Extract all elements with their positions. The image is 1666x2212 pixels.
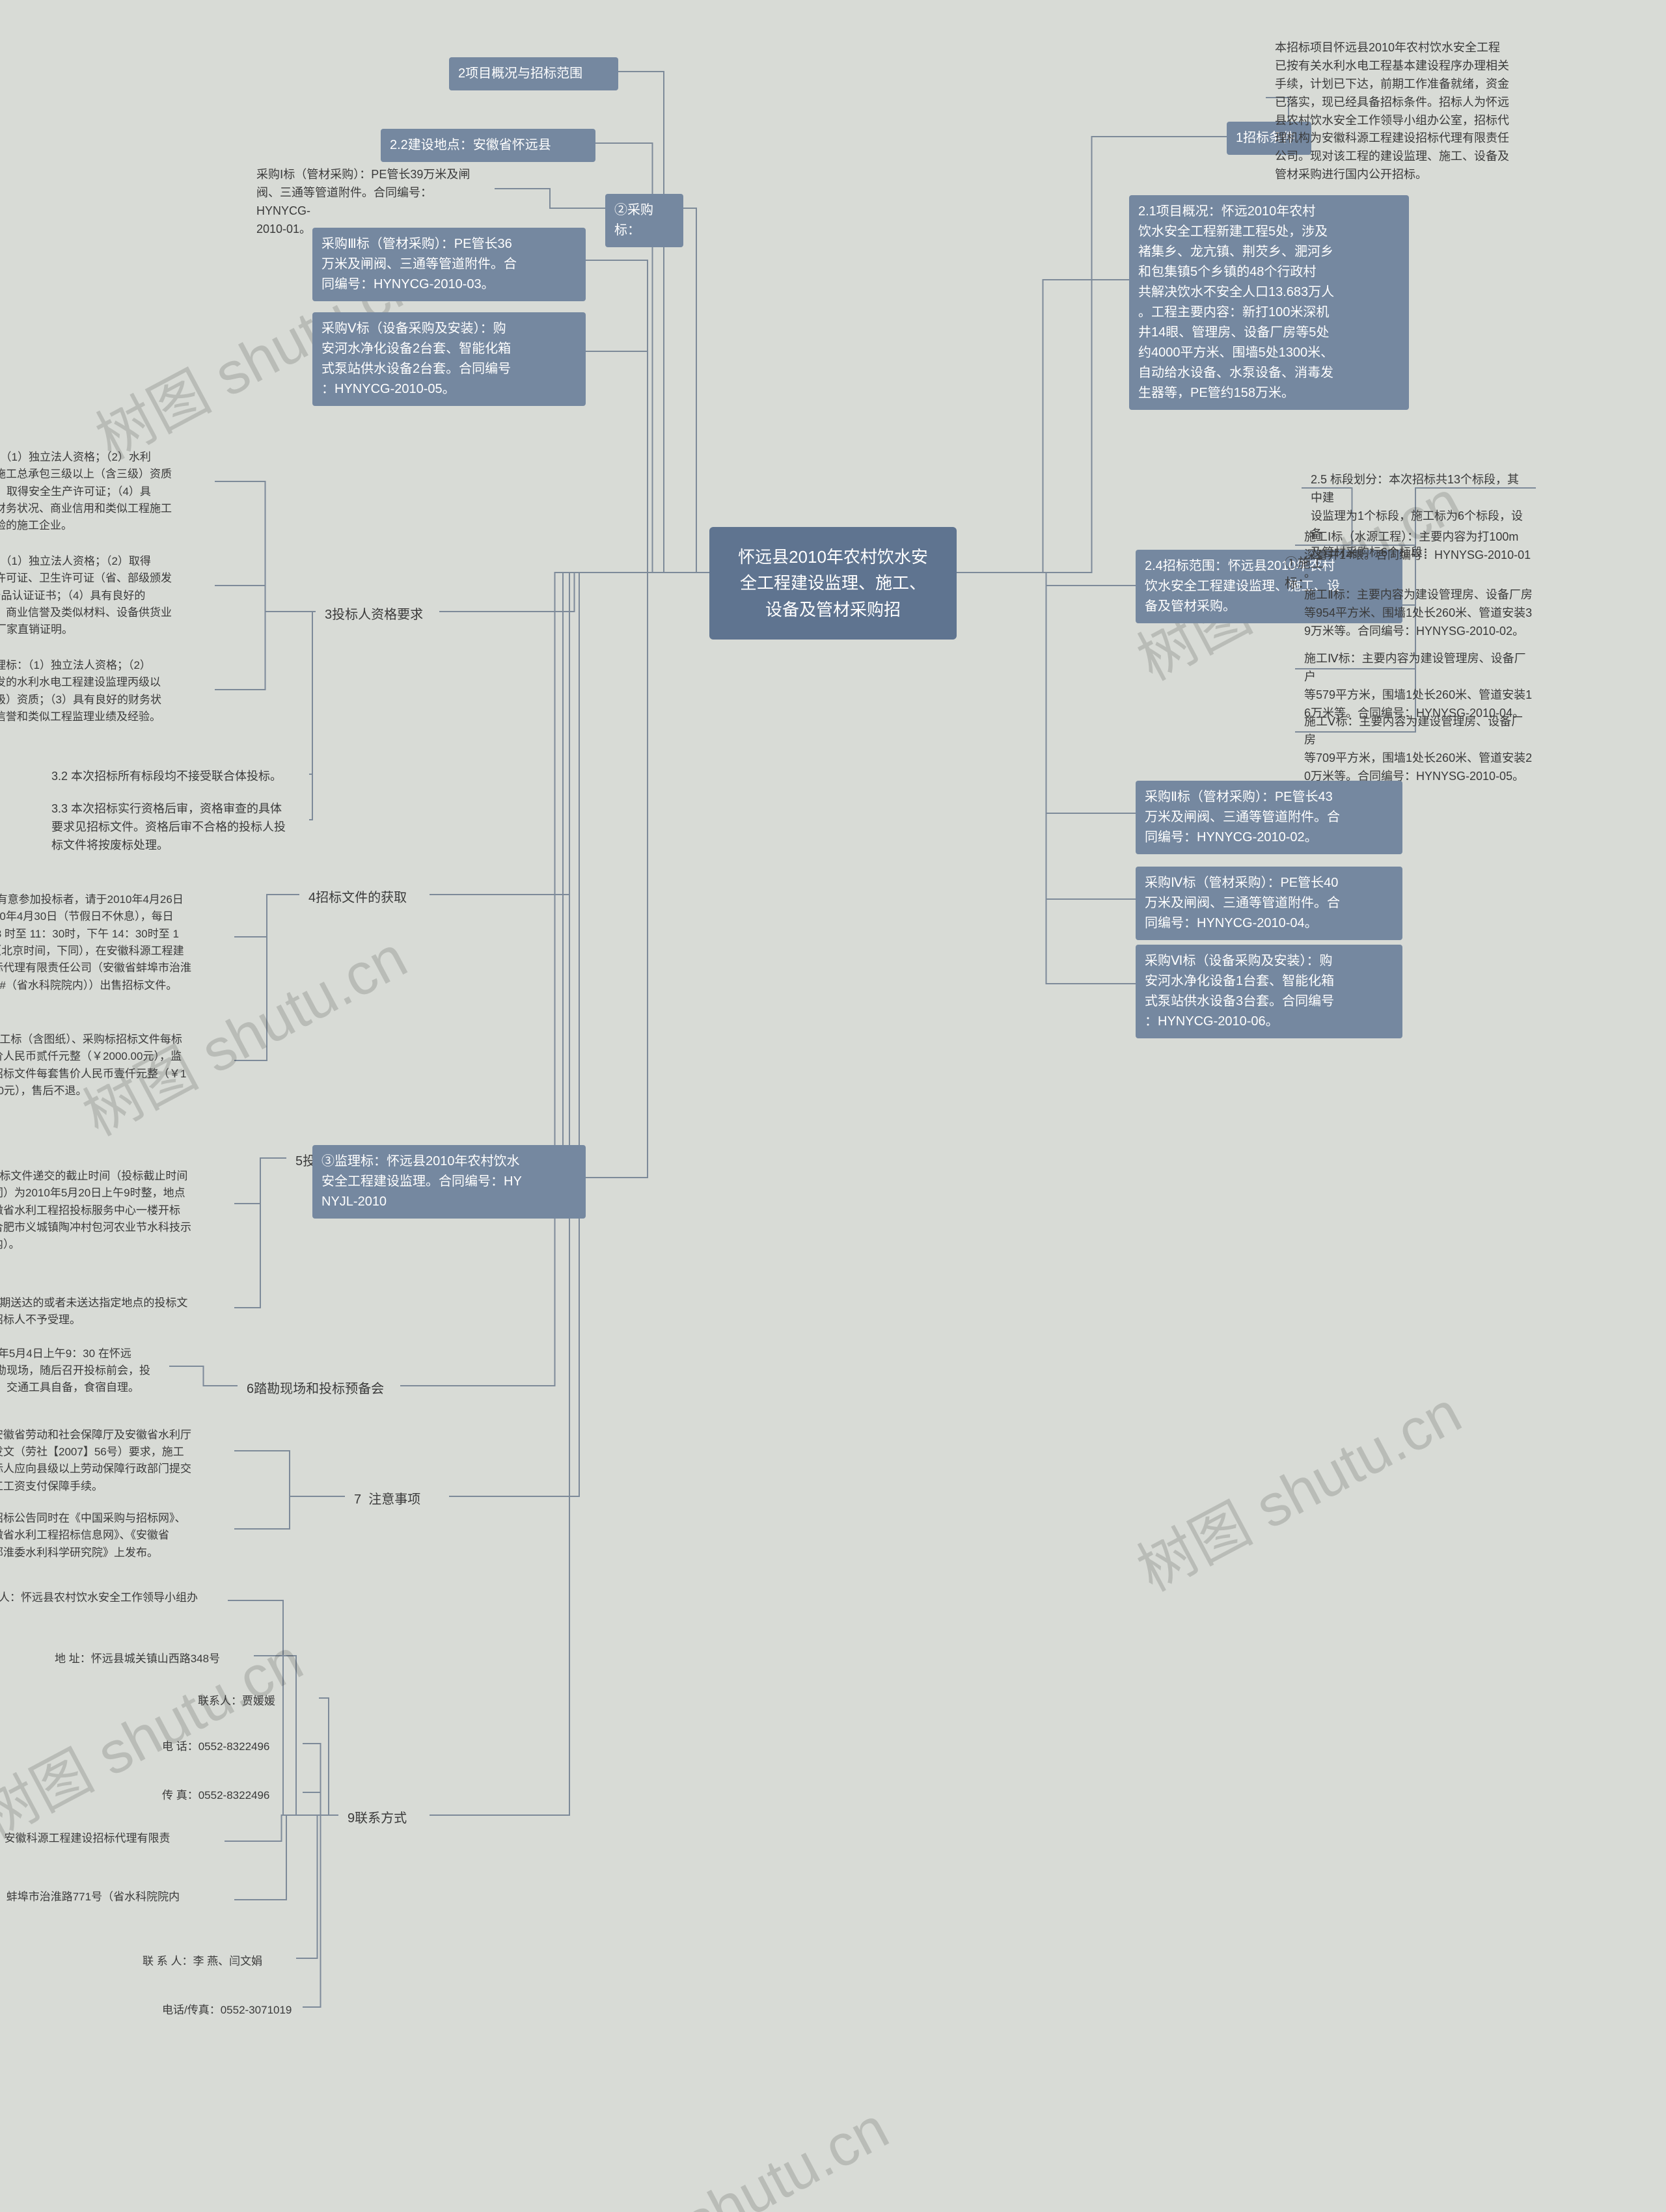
edge bbox=[309, 612, 316, 774]
node-r1note: 本招标项目怀远县2010年农村饮水安全工程 已按有关水利水电工程基本建设程序办理… bbox=[1266, 33, 1520, 191]
node-l3: 3投标人资格要求 bbox=[316, 599, 439, 632]
edge bbox=[303, 1815, 338, 2007]
node-l4: 4招标文件的获取 bbox=[299, 882, 430, 915]
edge bbox=[400, 573, 709, 1386]
edge bbox=[303, 1744, 338, 1815]
node-l9h: 联 系 人：李 燕、闫文娟 bbox=[133, 1947, 296, 1976]
edge bbox=[439, 573, 709, 612]
node-l6n: 招标人定于2010年5月4日上午9：30 在怀远 县水利局组织踏勘现场，随后召开… bbox=[0, 1339, 169, 1403]
edge bbox=[586, 573, 709, 1178]
edge bbox=[234, 1451, 345, 1496]
edge bbox=[957, 573, 1136, 813]
edge bbox=[957, 573, 1136, 899]
edge bbox=[234, 1158, 286, 1308]
node-l6: 6踏勘现场和投标预备会 bbox=[238, 1373, 400, 1406]
edge bbox=[430, 573, 709, 895]
edge bbox=[957, 280, 1129, 573]
edge bbox=[309, 612, 316, 820]
edge bbox=[234, 895, 299, 937]
node-l9e: 传 真：0552-8322496 bbox=[153, 1781, 303, 1811]
node-l9b: 地 址：怀远县城关镇山西路348号 bbox=[46, 1644, 254, 1674]
node-l42: 4.2 施工标（含图纸）、采购标招标文件每标 段售价人民币贰仟元整（￥2000.… bbox=[0, 1025, 234, 1106]
node-l9a: 招标人：怀远县农村饮水安全工作领导小组办 公室 bbox=[0, 1583, 228, 1630]
edge bbox=[215, 612, 316, 690]
node-l41: 4.1凡有意参加投标者，请于2010年4月26日 至2010年4月30日（节假日… bbox=[0, 885, 234, 1001]
node-l_jl: ③监理标：怀远县2010年农村饮水 安全工程建设监理。合同编号：HY NYJL-… bbox=[312, 1145, 586, 1219]
edge bbox=[296, 1815, 338, 1958]
node-l7a: 按照安徽省劳动和社会保障厅及安徽省水利厅 联合发文（劳社【2007】56号）要求… bbox=[0, 1420, 234, 1502]
edge bbox=[586, 351, 709, 573]
node-l9c: 联系人：贾媛媛 bbox=[189, 1686, 319, 1716]
node-rc6: 采购Ⅵ标（设备采购及安装）：购 安河水净化设备1台套、智能化箱 式泵站供水设备3… bbox=[1136, 945, 1402, 1038]
node-l52: 5.2 逾期送达的或者未送达指定地点的投标文 件，招标人不予受理。 bbox=[0, 1288, 234, 1336]
node-l9i: 电话/传真：0552-3071019 bbox=[153, 1995, 303, 2025]
node-l3c: ③建设监理标：（1）独立法人资格；（2） 水利部颁发的水利水电工程建设监理丙级以… bbox=[0, 651, 215, 732]
edge bbox=[586, 260, 709, 573]
node-rc4: 采购Ⅳ标（管材采购）：PE管长40 万米及闸阀、三通等管道附件。合 同编号：HY… bbox=[1136, 867, 1402, 940]
node-l2: 2项目概况与招标范围 bbox=[449, 57, 618, 90]
edge bbox=[683, 208, 709, 573]
node-l32: 3.2 本次招标所有标段均不接受联合体投标。 bbox=[42, 761, 309, 792]
edge bbox=[957, 573, 1136, 984]
edge bbox=[234, 1815, 338, 1900]
node-rs2: 施工Ⅱ标：主要内容为建设管理房、设备厂房 等954平方米、围墙1处长260米、管… bbox=[1295, 580, 1542, 647]
watermark: 树图 shutu.cn bbox=[1120, 1366, 1473, 1608]
node-l_cg: ②采购标： bbox=[605, 194, 683, 247]
edge bbox=[169, 1366, 238, 1386]
node-l7: 7 注意事项 bbox=[345, 1483, 449, 1517]
node-l51: 5.1 投标文件递交的截止时间（投标截止时间 ，下同）为2010年5月20日上午… bbox=[0, 1161, 234, 1260]
node-l9d: 电 话：0552-8322496 bbox=[153, 1732, 303, 1762]
node-l3b: ②采购标：（1）独立法人资格；（2）取得 产品生产许可证、卫生许可证（省、部级颁… bbox=[0, 546, 215, 645]
node-l_cg5: 采购Ⅴ标（设备采购及安装）：购 安河水净化设备2台套、智能化箱 式泵站供水设备2… bbox=[312, 312, 586, 406]
edge bbox=[234, 1496, 345, 1529]
node-rs5: 施工Ⅴ标：主要内容为建设管理房、设备厂房 等709平方米，围墙1处长260米、管… bbox=[1295, 707, 1542, 792]
node-r21: 2.1项目概况：怀远2010年农村 饮水安全工程新建工程5处，涉及 褚集乡、龙亢… bbox=[1129, 195, 1409, 410]
edge bbox=[215, 586, 316, 612]
node-l9f: 代 理 人：安徽科源工程建设招标代理有限责 任公司 bbox=[0, 1824, 225, 1871]
edges-layer bbox=[0, 0, 1666, 2212]
edge bbox=[234, 895, 299, 1060]
node-l22: 2.2建设地点：安徽省怀远县 bbox=[381, 129, 595, 162]
edge bbox=[303, 1792, 338, 1815]
mindmap-canvas: 树图 shutu.cn树图 shutu.cn树图 shutu.cn树图 shut… bbox=[0, 0, 1666, 2212]
edge bbox=[957, 573, 1136, 586]
edge bbox=[449, 573, 709, 1496]
node-l_cg3: 采购Ⅲ标（管材采购）：PE管长36 万米及闸阀、三通等管道附件。合 同编号：HY… bbox=[312, 228, 586, 301]
node-l9: 9联系方式 bbox=[338, 1802, 430, 1835]
edge bbox=[234, 1158, 286, 1204]
edge bbox=[618, 72, 709, 573]
edge bbox=[416, 573, 709, 1158]
watermark: 树图 shutu.cn bbox=[547, 2082, 900, 2212]
edge bbox=[215, 481, 316, 612]
node-l3a: ①施工标：（1）独立法人资格；（2）水利 水电工程施工总承包三级以上（含三级）资… bbox=[0, 442, 215, 541]
edge bbox=[225, 1815, 338, 1841]
node-l9g: 地 址：蚌埠市治淮路771号（省水科院院内 ） bbox=[0, 1882, 234, 1930]
node-l33: 3.3 本次招标实行资格后审，资格审查的具体 要求见招标文件。资格后审不合格的投… bbox=[42, 794, 309, 861]
node-center: 怀远县2010年农村饮水安 全工程建设监理、施工、 设备及管材采购招 bbox=[709, 527, 957, 640]
edge bbox=[495, 189, 605, 208]
edge bbox=[319, 1698, 338, 1815]
node-l7b: 本次招标公告同时在《中国采购与招标网》、 《安徽省水利工程招标信息网》、《安徽省… bbox=[0, 1504, 234, 1568]
node-rc2: 采购Ⅱ标（管材采购）：PE管长43 万米及闸阀、三通等管道附件。合 同编号：HY… bbox=[1136, 781, 1402, 854]
